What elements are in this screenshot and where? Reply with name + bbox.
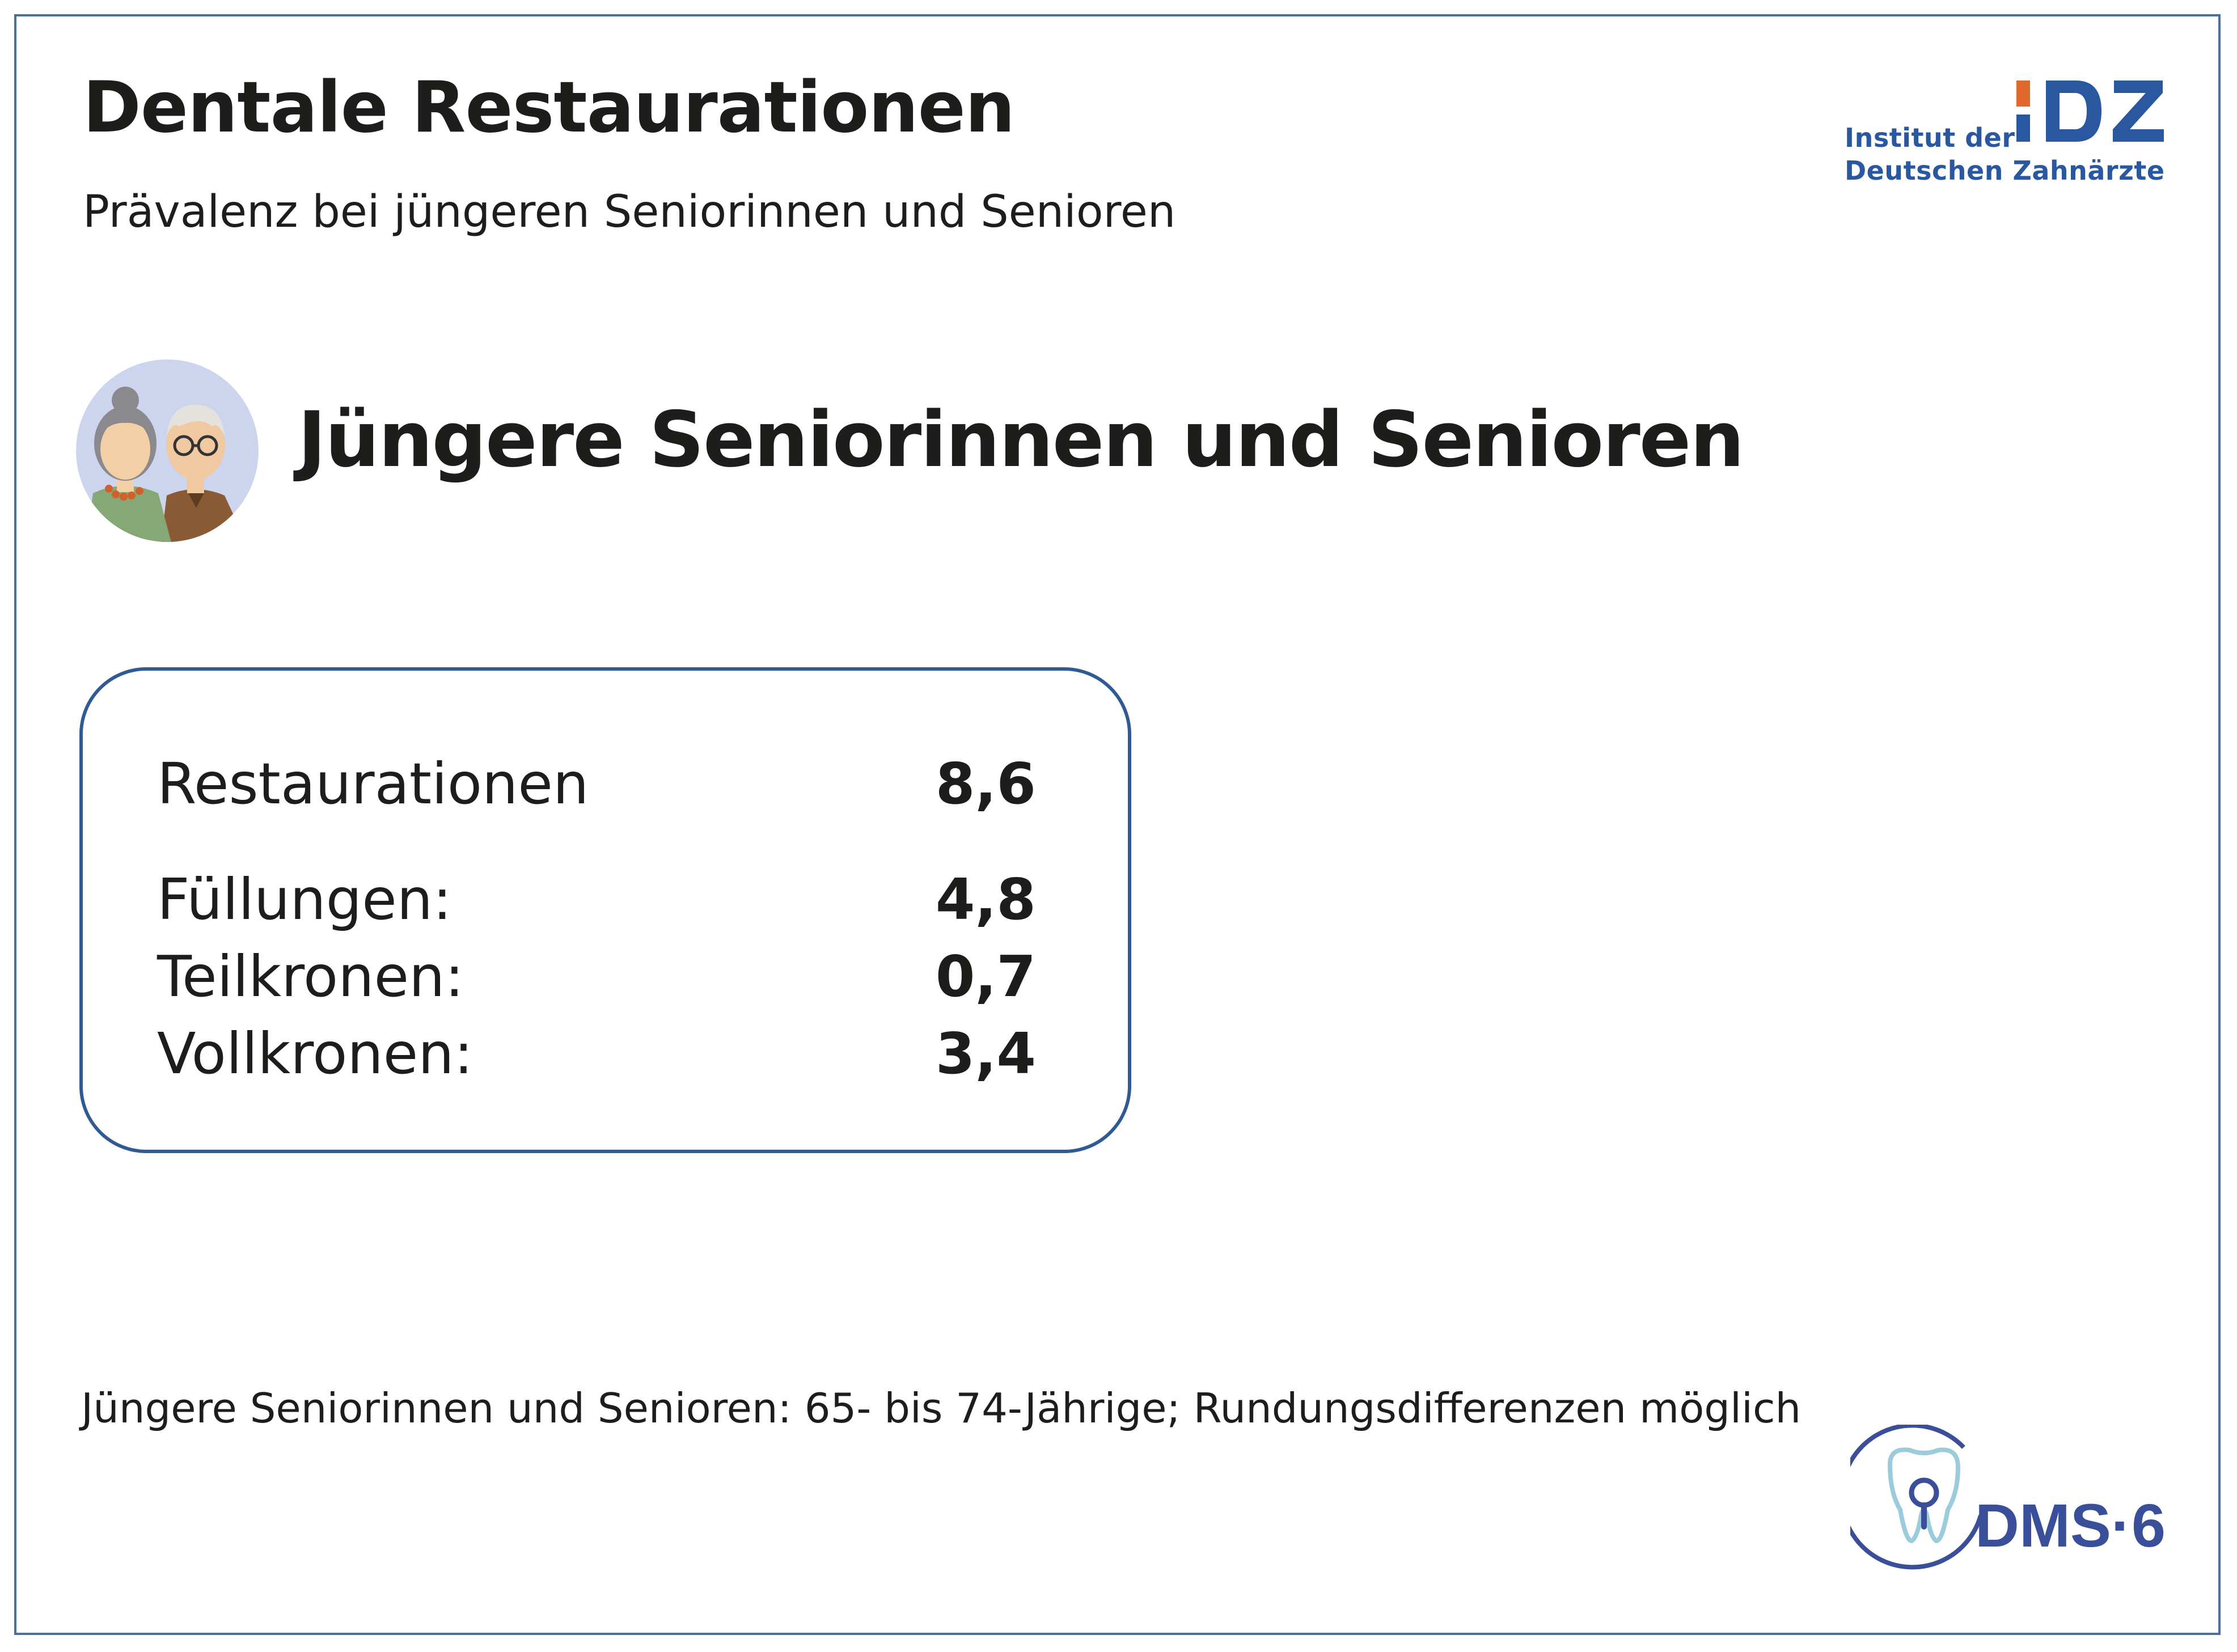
page-frame [14, 14, 2221, 1635]
dms-logo-text: DMS·6 [1975, 1491, 2166, 1560]
footnote: Jüngere Seniorinnen und Senioren: 65- bi… [81, 1384, 1802, 1432]
idz-logo-mark [2016, 81, 2164, 142]
senior-couple-icon [76, 359, 259, 542]
stat-value-fuellungen: 4,8 [935, 866, 1036, 933]
dms-logo: DMS·6 [1839, 1423, 2168, 1572]
group-heading: Jüngere Seniorinnen und Senioren [298, 395, 1744, 484]
stat-label-fuellungen: Füllungen: [157, 866, 452, 933]
tooth-magnifier-icon: DMS·6 [1839, 1423, 2166, 1570]
idz-logo-line1: Institut der [1845, 122, 2015, 153]
stat-value-vollkronen: 3,4 [935, 1020, 1036, 1087]
stat-label-restaurationen: Restaurationen [157, 751, 589, 817]
idz-logo-line2: Deutschen Zahnärzte [1845, 155, 2165, 186]
page-title: Dentale Restaurationen [83, 67, 1015, 149]
stat-value-teilkronen: 0,7 [935, 943, 1036, 1010]
stat-label-vollkronen: Vollkronen: [157, 1020, 473, 1087]
page-subtitle: Prävalenz bei jüngeren Seniorinnen und S… [83, 187, 1176, 238]
stats-box: Restaurationen 8,6 Füllungen: 4,8 Teilkr… [79, 667, 1131, 1153]
stat-label-teilkronen: Teilkronen: [157, 943, 464, 1010]
stat-value-restaurationen: 8,6 [935, 751, 1036, 817]
idz-logo: Institut der Deutschen Zahnärzte [1845, 78, 2165, 192]
